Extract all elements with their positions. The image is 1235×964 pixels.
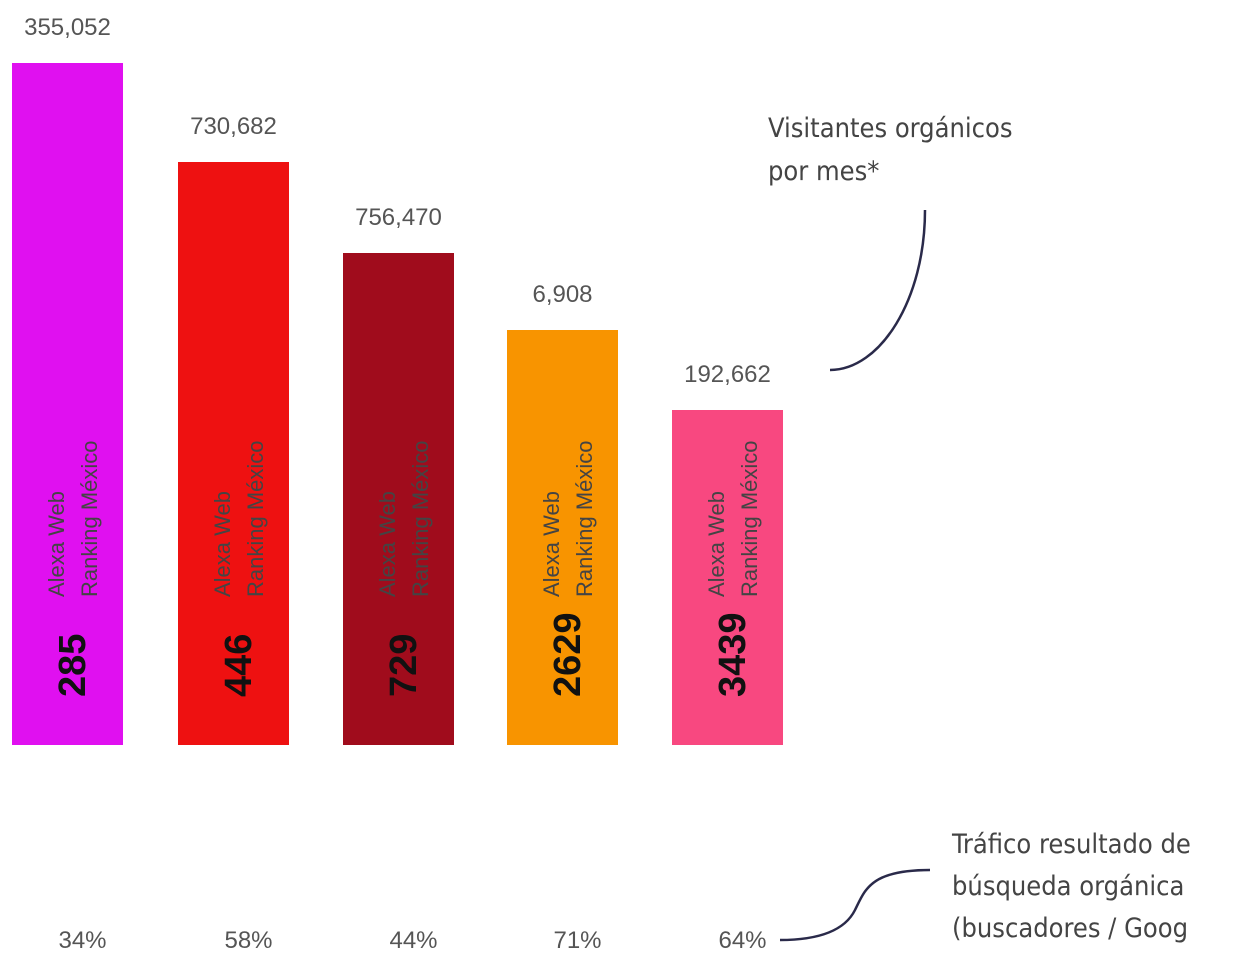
organic-share: 71% xyxy=(553,927,601,954)
organic-share: 44% xyxy=(389,927,437,954)
rank-caption: Ranking México xyxy=(737,440,762,597)
rank-caption: Alexa Web xyxy=(375,491,400,597)
rank-value: 3439 xyxy=(712,612,754,697)
rank-caption: Ranking México xyxy=(408,440,433,597)
rank-caption: Ranking México xyxy=(243,440,268,597)
organic-share: 58% xyxy=(224,927,272,954)
rank-caption: Ranking México xyxy=(572,440,597,597)
rank-caption: Ranking México xyxy=(77,440,102,597)
rank-value: 285 xyxy=(52,634,94,697)
rank-caption: Alexa Web xyxy=(539,491,564,597)
organic-share: 34% xyxy=(58,927,106,954)
rank-value: 729 xyxy=(383,634,425,697)
rank-caption: Alexa Web xyxy=(44,491,69,597)
visitors-label: 730,682 xyxy=(190,113,277,140)
bar xyxy=(343,253,454,745)
organic-note: Tráfico resultado de xyxy=(951,829,1191,860)
visitors-note: por mes* xyxy=(768,156,879,187)
visitors-label: 6,908 xyxy=(532,281,592,308)
visitors-label: 756,470 xyxy=(355,204,442,231)
organic-note: (buscadores / Goog xyxy=(952,913,1188,944)
organic-note: búsqueda orgánica xyxy=(952,871,1184,902)
bar xyxy=(12,63,123,745)
bar xyxy=(672,410,783,745)
visitors-note: Visitantes orgánicos xyxy=(768,113,1013,144)
bar xyxy=(507,330,618,745)
rank-caption: Alexa Web xyxy=(704,491,729,597)
rank-value: 2629 xyxy=(547,612,589,697)
rank-caption: Alexa Web xyxy=(210,491,235,597)
bar xyxy=(178,162,289,745)
visitors-label: 192,662 xyxy=(684,361,771,388)
annotation-curve xyxy=(829,209,927,372)
annotation-curve xyxy=(779,868,931,942)
organic-share: 64% xyxy=(718,927,766,954)
rank-value: 446 xyxy=(218,634,260,697)
visitors-label: 355,052 xyxy=(24,14,111,41)
